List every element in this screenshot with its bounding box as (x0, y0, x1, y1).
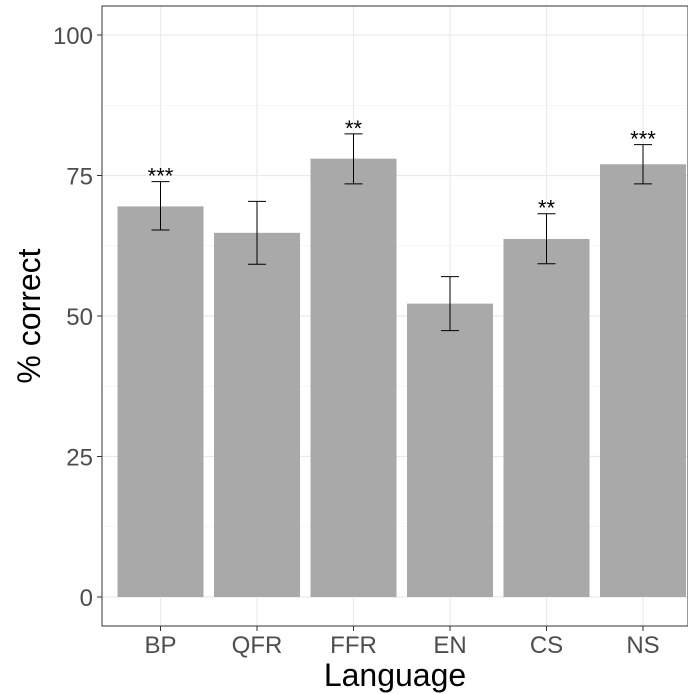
bar-cs (503, 239, 590, 598)
error-bar-qfr (248, 200, 266, 265)
error-bar-cs (537, 213, 556, 265)
y-axis-title: % correct (11, 248, 47, 383)
x-tick-label: EN (433, 632, 466, 659)
axes: 0 25 50 75 100 BP QFR FFR EN CS NS (53, 23, 660, 659)
significance-label-bp: *** (148, 164, 174, 189)
error-bar-bp (151, 181, 170, 231)
y-tick-label: 25 (66, 445, 93, 472)
significance-label-cs: ** (538, 196, 556, 221)
bar-qfr (214, 232, 300, 597)
significance-label-ns: *** (630, 127, 656, 152)
y-tick-label: 75 (66, 164, 93, 191)
significance-labels: ********** (148, 116, 657, 221)
error-bar-en (441, 276, 459, 332)
bars (117, 158, 686, 598)
error-bar-ns (634, 144, 652, 185)
x-tick-label: NS (626, 632, 659, 659)
bar-ns (600, 164, 686, 597)
x-tick-label: BP (144, 632, 176, 659)
error-bars (151, 133, 652, 332)
x-axis-title: Language (324, 657, 466, 693)
bar-en (407, 303, 493, 597)
error-bar-ffr (344, 133, 363, 185)
y-tick-label: 100 (53, 23, 93, 50)
x-tick-label: FFR (330, 632, 377, 659)
x-tick-label: CS (530, 632, 563, 659)
y-tick-label: 0 (80, 585, 93, 612)
significance-label-ffr: ** (345, 116, 363, 141)
x-tick-label: QFR (232, 632, 283, 659)
bar-ffr (310, 158, 397, 597)
bar-bp (117, 206, 204, 597)
y-tick-label: 50 (66, 304, 93, 331)
